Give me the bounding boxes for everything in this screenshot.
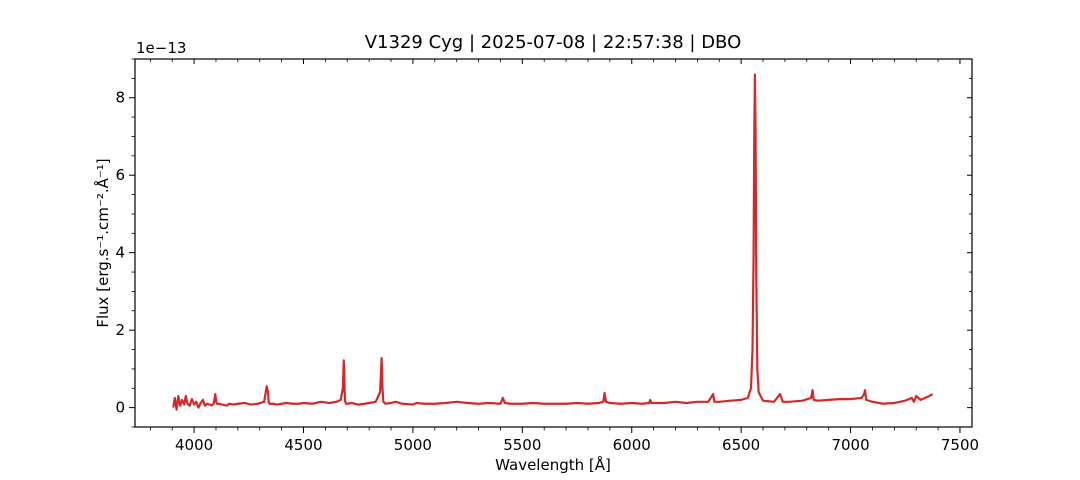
- y-axis: 0 2 4 6 8: [115, 58, 972, 428]
- y-tick-label: 4: [115, 244, 125, 262]
- y-tick-label: 2: [115, 321, 125, 339]
- x-tick-label: 7500: [941, 436, 979, 454]
- x-tick-label: 5000: [394, 436, 432, 454]
- y-offset-text: 1e−13: [136, 39, 186, 57]
- x-axis: 4000 4500 5000 5500 6000 6500 7000 7500: [149, 59, 979, 454]
- x-tick-label: 5500: [503, 436, 541, 454]
- series-line-0: [172, 73, 934, 411]
- y-tick-label: 6: [115, 166, 125, 184]
- x-tick-label: 6000: [613, 436, 651, 454]
- chart-title: V1329 Cyg | 2025-07-08 | 22:57:38 | DBO: [365, 32, 742, 53]
- x-tick-label: 6500: [722, 436, 760, 454]
- x-tick-label: 4500: [284, 436, 322, 454]
- plot-area: [134, 58, 973, 428]
- x-axis-label: Wavelength [Å]: [495, 455, 611, 474]
- y-axis-label: Flux [erg.s⁻¹.cm⁻².Å⁻¹]: [93, 158, 112, 327]
- x-tick-label: 7000: [831, 436, 869, 454]
- y-tick-label: 8: [115, 89, 125, 107]
- plot-frame: [134, 58, 973, 428]
- y-tick-label: 0: [115, 399, 125, 417]
- x-tick-label: 4000: [175, 436, 213, 454]
